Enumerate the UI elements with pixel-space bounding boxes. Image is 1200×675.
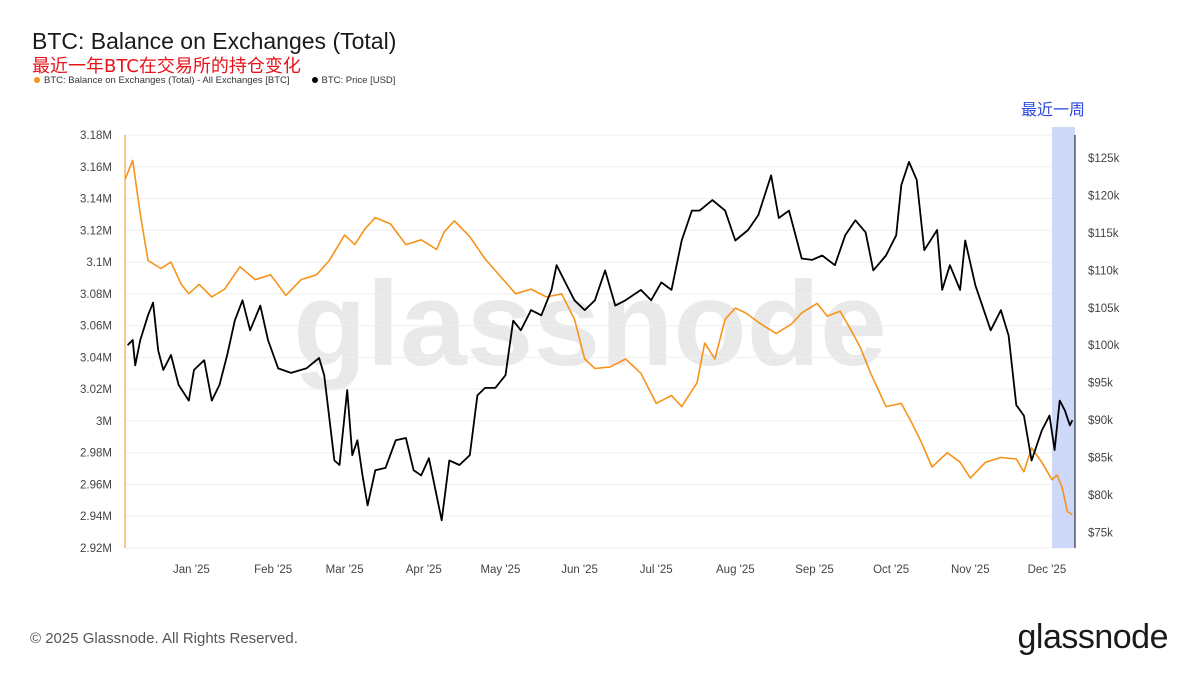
legend: BTC: Balance on Exchanges (Total) - All … bbox=[34, 75, 395, 86]
y-left-tick-label: 2.94M bbox=[80, 511, 112, 523]
y-right-tick-label: $125k bbox=[1088, 153, 1120, 165]
y-left-tick-label: 2.96M bbox=[80, 479, 112, 491]
y-left-tick-label: 3.04M bbox=[80, 352, 112, 364]
legend-item-price[interactable]: BTC: Price [USD] bbox=[311, 75, 396, 86]
highlight-band bbox=[1052, 127, 1075, 548]
y-left-tick-label: 2.98M bbox=[80, 448, 112, 460]
x-tick-label: Aug '25 bbox=[716, 564, 755, 576]
x-tick-label: Oct '25 bbox=[873, 564, 909, 576]
y-left-tick-label: 3.02M bbox=[80, 384, 112, 396]
watermark: glassnode bbox=[293, 257, 887, 391]
legend-dot-icon bbox=[311, 77, 318, 83]
x-tick-label: Jul '25 bbox=[640, 564, 673, 576]
x-tick-label: Apr '25 bbox=[406, 564, 442, 576]
x-tick-label: May '25 bbox=[480, 564, 520, 576]
y-right-tick-label: $100k bbox=[1088, 340, 1120, 352]
legend-dot-icon bbox=[34, 77, 40, 83]
x-tick-label: Jun '25 bbox=[561, 564, 598, 576]
highlight-label: 最近一周 bbox=[1021, 100, 1086, 119]
y-left-tick-label: 3.08M bbox=[80, 289, 112, 301]
x-tick-label: Feb '25 bbox=[254, 564, 292, 576]
y-left-tick-label: 3.06M bbox=[80, 321, 112, 333]
legend-label: BTC: Price [USD] bbox=[321, 75, 396, 86]
balance-line bbox=[124, 159, 1073, 516]
y-right-tick-label: $105k bbox=[1088, 303, 1120, 315]
y-right-tick-label: $120k bbox=[1088, 191, 1120, 203]
x-tick-label: Dec '25 bbox=[1028, 564, 1067, 576]
y-right-tick-label: $95k bbox=[1088, 378, 1113, 390]
copyright: © 2025 Glassnode. All Rights Reserved. bbox=[30, 630, 298, 647]
y-right-tick-label: $90k bbox=[1088, 415, 1113, 427]
y-right-tick-label: $110k bbox=[1088, 265, 1119, 277]
y-left-tick-label: 3.14M bbox=[80, 194, 112, 206]
y-left-tick-label: 3.12M bbox=[80, 225, 112, 237]
y-right-tick-label: $115k bbox=[1088, 228, 1119, 240]
y-left-tick-label: 3.16M bbox=[80, 162, 112, 174]
y-left-tick-label: 2.92M bbox=[80, 543, 112, 555]
x-tick-label: Sep '25 bbox=[795, 564, 834, 576]
y-left-tick-label: 3.18M bbox=[80, 130, 112, 142]
glassnode-logo: glassnode bbox=[1017, 618, 1168, 656]
y-left-tick-label: 3.1M bbox=[86, 257, 112, 269]
x-tick-label: Nov '25 bbox=[951, 564, 990, 576]
legend-item-balance[interactable]: BTC: Balance on Exchanges (Total) - All … bbox=[34, 75, 290, 86]
y-left-tick-label: 3M bbox=[96, 416, 112, 428]
y-right-tick-label: $85k bbox=[1088, 452, 1113, 464]
price-line bbox=[126, 161, 1074, 522]
y-right-tick-label: $80k bbox=[1088, 490, 1113, 502]
x-tick-label: Jan '25 bbox=[173, 564, 210, 576]
chart-title: BTC: Balance on Exchanges (Total) bbox=[32, 28, 397, 54]
legend-label: BTC: Balance on Exchanges (Total) - All … bbox=[44, 75, 290, 86]
y-right-tick-label: $75k bbox=[1088, 527, 1113, 539]
x-tick-label: Mar '25 bbox=[326, 564, 364, 576]
chart-subtitle: 最近一年BTC在交易所的持仓变化 bbox=[32, 56, 301, 77]
